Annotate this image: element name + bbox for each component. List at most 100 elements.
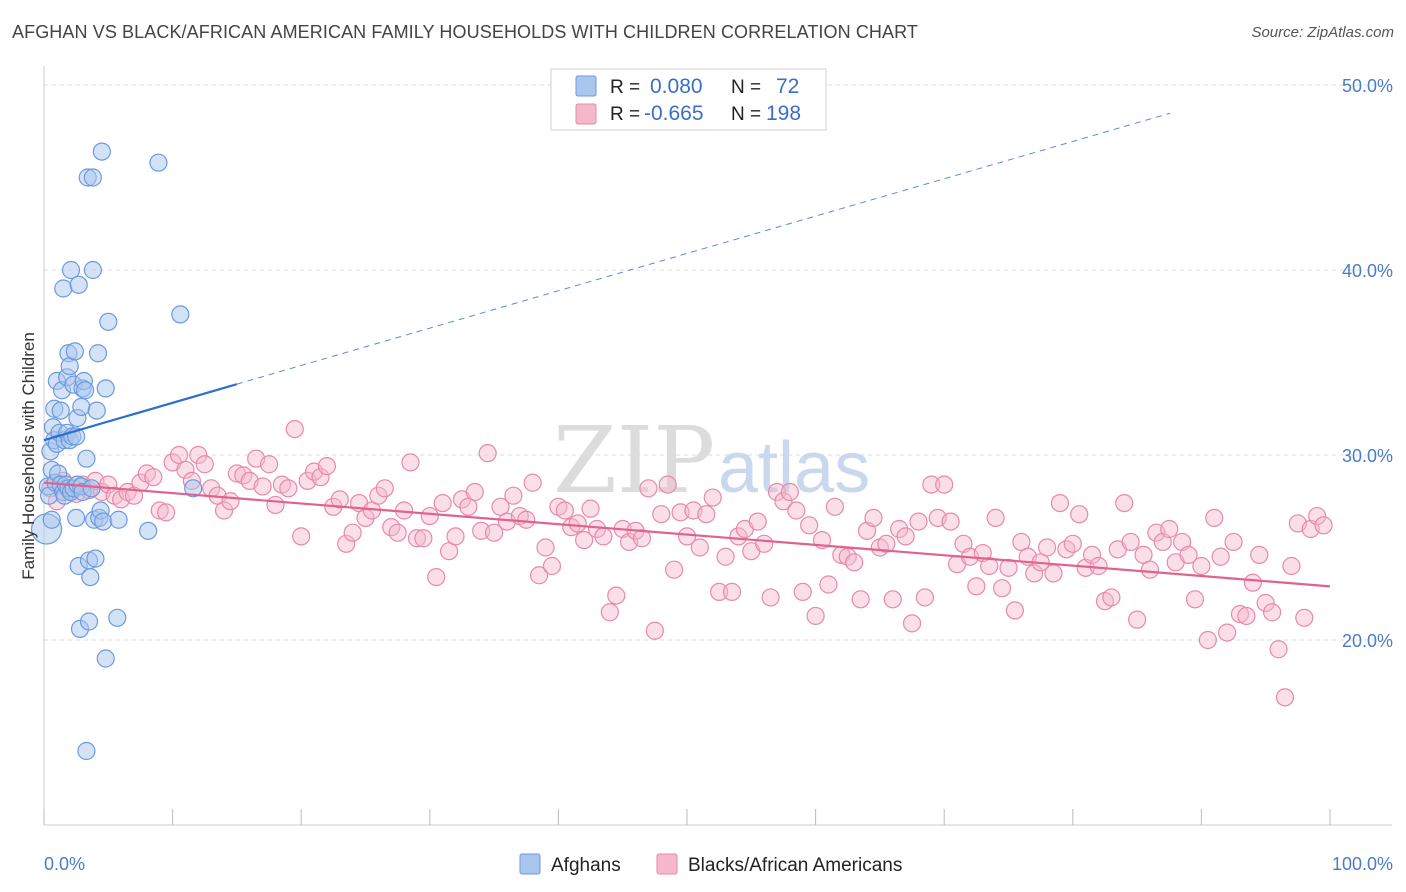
point-black bbox=[787, 501, 806, 520]
point-black bbox=[935, 475, 954, 494]
point-black bbox=[703, 488, 722, 507]
trend-line-afghans bbox=[43, 383, 238, 442]
y-axis-title: Family Households with Children bbox=[19, 332, 38, 580]
point-black bbox=[433, 494, 452, 513]
point-black bbox=[150, 501, 169, 520]
point-black bbox=[427, 567, 446, 587]
point-afghans bbox=[94, 512, 113, 531]
point-black bbox=[780, 482, 799, 502]
stat-swatch-black bbox=[575, 103, 597, 125]
point-black bbox=[909, 512, 928, 531]
point-black bbox=[1250, 545, 1269, 565]
point-black bbox=[1037, 538, 1057, 557]
point-black bbox=[767, 482, 787, 502]
point-black bbox=[407, 529, 427, 548]
point-black bbox=[337, 534, 356, 553]
point-black bbox=[401, 453, 420, 472]
point-black bbox=[1275, 688, 1295, 707]
point-afghans bbox=[54, 279, 73, 298]
point-black bbox=[800, 516, 819, 535]
watermark-atlas: atlas bbox=[718, 428, 870, 508]
point-black bbox=[645, 621, 664, 640]
point-black bbox=[1230, 604, 1250, 624]
x-tick-label: 100.0% bbox=[1332, 854, 1393, 874]
point-afghans bbox=[96, 379, 115, 398]
point-black bbox=[311, 468, 330, 487]
point-afghans bbox=[77, 741, 96, 761]
stat-n-value: 198 bbox=[766, 102, 801, 125]
point-black bbox=[600, 603, 619, 622]
point-afghans bbox=[69, 275, 88, 294]
point-black bbox=[915, 588, 935, 607]
point-black bbox=[1089, 556, 1108, 576]
point-afghans bbox=[86, 549, 105, 568]
point-black bbox=[883, 590, 902, 609]
point-black bbox=[980, 556, 999, 576]
y-tick-label: 30.0% bbox=[1342, 446, 1393, 466]
point-afghans bbox=[92, 142, 111, 161]
point-afghans bbox=[171, 305, 190, 324]
point-black bbox=[677, 527, 697, 546]
point-black bbox=[632, 529, 652, 548]
point-black bbox=[568, 514, 587, 533]
point-afghans bbox=[87, 401, 106, 420]
stat-r-value: 0.080 bbox=[650, 75, 703, 98]
point-black bbox=[317, 457, 337, 476]
point-black bbox=[1218, 623, 1237, 642]
point-black bbox=[555, 501, 574, 520]
point-black bbox=[369, 486, 388, 505]
point-black bbox=[607, 586, 626, 605]
point-black bbox=[755, 534, 774, 553]
point-afghans bbox=[65, 342, 84, 361]
point-afghans bbox=[139, 521, 158, 540]
point-black bbox=[536, 538, 555, 557]
point-afghans bbox=[72, 397, 91, 416]
point-black bbox=[639, 479, 658, 498]
point-black bbox=[1308, 506, 1327, 526]
point-black bbox=[1160, 519, 1179, 539]
point-black bbox=[1121, 532, 1140, 552]
stat-r-label: R = bbox=[610, 77, 640, 98]
point-afghans bbox=[67, 508, 86, 528]
stat-legend-box: R = 0.080 N = 72 R = -0.665 N = 198 bbox=[550, 68, 827, 131]
point-black bbox=[806, 606, 825, 626]
watermark-zip: ZIP bbox=[553, 407, 715, 514]
point-black bbox=[1224, 532, 1243, 552]
point-afghans bbox=[83, 260, 102, 280]
point-black bbox=[1102, 588, 1121, 607]
point-afghans bbox=[42, 510, 61, 529]
point-black bbox=[195, 455, 214, 474]
stat-r-label: R = bbox=[610, 104, 640, 125]
point-black bbox=[594, 527, 613, 546]
point-black bbox=[292, 527, 311, 546]
stat-n-label: N = bbox=[731, 104, 761, 125]
point-black bbox=[665, 560, 684, 579]
stat-n-value: 72 bbox=[776, 75, 799, 98]
point-afghans bbox=[99, 312, 118, 331]
point-black bbox=[465, 482, 484, 502]
point-black bbox=[343, 523, 362, 542]
point-black bbox=[330, 490, 349, 509]
series-legend: Afghans Blacks/African Americans bbox=[519, 853, 902, 876]
point-black bbox=[819, 575, 838, 594]
point-black bbox=[774, 492, 793, 511]
point-black bbox=[1314, 516, 1333, 535]
point-afghans bbox=[184, 479, 203, 498]
point-black bbox=[697, 505, 716, 524]
point-black bbox=[1140, 560, 1160, 579]
point-black bbox=[845, 553, 864, 572]
point-black bbox=[902, 614, 922, 633]
point-afghans bbox=[108, 608, 127, 627]
point-afghans bbox=[77, 449, 96, 468]
point-black bbox=[266, 495, 285, 515]
stat-n-label: N = bbox=[731, 77, 761, 98]
stat-swatch-afghans bbox=[575, 75, 597, 97]
point-black bbox=[176, 460, 195, 479]
point-black bbox=[575, 530, 594, 550]
source-label: Source: ZipAtlas.com bbox=[1251, 24, 1394, 41]
point-afghans bbox=[81, 567, 100, 587]
point-afghans bbox=[51, 401, 70, 420]
y-tick-label: 20.0% bbox=[1342, 631, 1393, 651]
point-afghans bbox=[109, 510, 128, 529]
y-tick-labels: 20.0% 30.0% 40.0% 50.0% bbox=[1342, 76, 1393, 651]
